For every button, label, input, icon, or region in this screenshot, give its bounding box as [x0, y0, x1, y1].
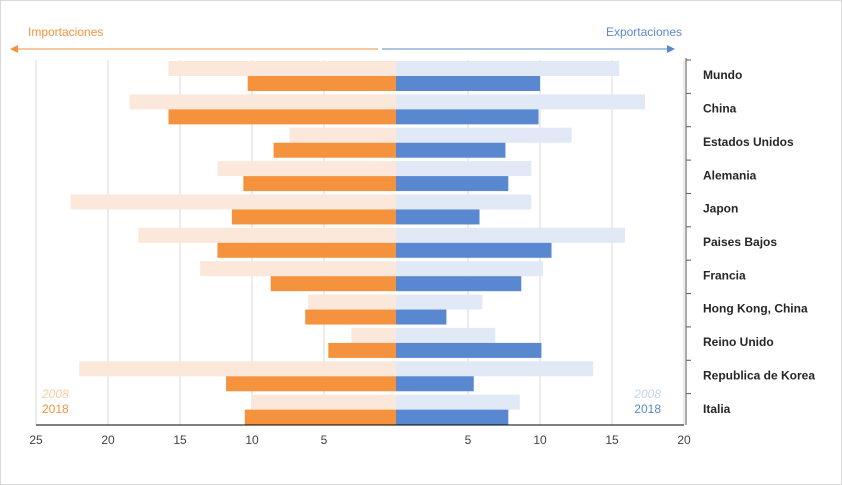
- bar: [396, 342, 542, 358]
- bar: [231, 209, 396, 225]
- bar: [328, 342, 396, 358]
- bar: [351, 327, 396, 343]
- export-arrowhead: [667, 45, 675, 53]
- bar: [396, 61, 620, 76]
- bar: [270, 276, 396, 292]
- category-label: Hong Kong, China: [703, 302, 808, 316]
- category-label: Reino Unido: [703, 335, 774, 349]
- bar: [396, 294, 483, 310]
- bar: [70, 194, 396, 210]
- import-arrowhead: [10, 45, 18, 53]
- bar: [396, 161, 532, 177]
- x-tick-label: 20: [677, 433, 691, 447]
- bar: [138, 227, 397, 243]
- bar: [79, 361, 396, 377]
- category-label: Mundo: [703, 68, 742, 82]
- bar: [273, 142, 396, 158]
- bar: [289, 127, 396, 143]
- bar: [396, 409, 509, 425]
- legend-label: 2008: [633, 387, 661, 401]
- bar: [396, 176, 509, 192]
- category-label: Italia: [703, 402, 731, 416]
- bar: [396, 127, 572, 143]
- x-tick-label: 5: [321, 433, 328, 447]
- bar: [396, 242, 552, 258]
- export-label: Exportaciones: [606, 25, 682, 39]
- bar: [396, 94, 646, 110]
- bar: [396, 261, 543, 277]
- bar: [217, 242, 396, 258]
- category-label: Estados Unidos: [703, 135, 794, 149]
- bar: [168, 109, 396, 125]
- bar: [305, 309, 396, 325]
- bar: [129, 94, 396, 110]
- x-tick-label: 5: [465, 433, 472, 447]
- bar: [252, 394, 396, 410]
- bar: [168, 61, 396, 76]
- category-label: Republica de Korea: [703, 368, 815, 382]
- bar: [217, 161, 396, 177]
- category-label: Japon: [703, 202, 738, 216]
- x-tick-label: 25: [29, 433, 43, 447]
- bar: [396, 276, 522, 292]
- legend-label: 2018: [42, 402, 69, 416]
- x-tick-label: 10: [533, 433, 547, 447]
- x-tick-label: 10: [245, 433, 259, 447]
- bar: [396, 309, 447, 325]
- bar: [396, 76, 540, 91]
- bar: [247, 76, 396, 91]
- bar: [396, 227, 625, 243]
- bar: [396, 376, 474, 392]
- category-label: Alemania: [703, 168, 757, 182]
- bar: [243, 176, 396, 192]
- legend-label: 2008: [41, 387, 69, 401]
- bar: [226, 376, 396, 392]
- bar: [396, 142, 506, 158]
- x-tick-label: 15: [605, 433, 619, 447]
- bar: [396, 361, 594, 377]
- legend-label: 2018: [634, 402, 661, 416]
- category-label: China: [703, 102, 737, 116]
- import-label: Importaciones: [28, 25, 103, 39]
- category-label: Paises Bajos: [703, 235, 777, 249]
- x-tick-label: 20: [101, 433, 115, 447]
- bar: [396, 327, 496, 343]
- bar: [244, 409, 396, 425]
- bar: [396, 394, 520, 410]
- bar: [396, 194, 532, 210]
- bar: [396, 209, 480, 225]
- bar: [200, 261, 396, 277]
- bar: [396, 109, 539, 125]
- category-label: Francia: [703, 268, 746, 282]
- x-tick-label: 15: [173, 433, 187, 447]
- bar: [308, 294, 396, 310]
